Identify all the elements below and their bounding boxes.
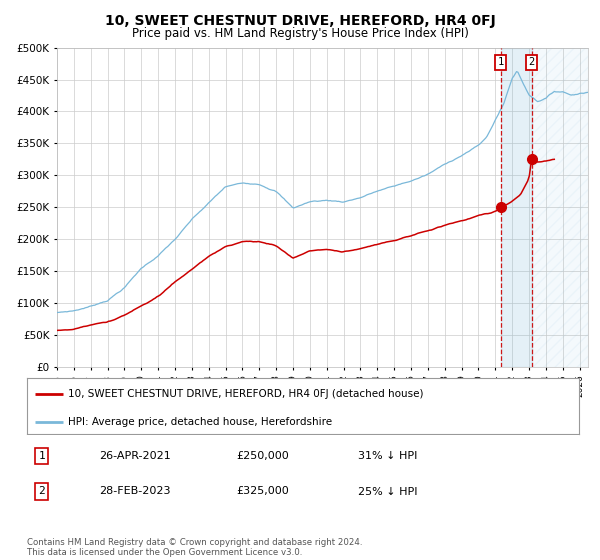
Bar xyxy=(500,48,532,367)
Text: 2: 2 xyxy=(529,57,535,67)
Text: Price paid vs. HM Land Registry's House Price Index (HPI): Price paid vs. HM Land Registry's House … xyxy=(131,27,469,40)
Text: 1: 1 xyxy=(38,451,45,461)
Text: 2: 2 xyxy=(38,487,45,497)
Bar xyxy=(532,48,588,367)
Text: 31% ↓ HPI: 31% ↓ HPI xyxy=(358,451,418,461)
Text: 28-FEB-2023: 28-FEB-2023 xyxy=(99,487,170,497)
Text: 25% ↓ HPI: 25% ↓ HPI xyxy=(358,487,418,497)
Text: £250,000: £250,000 xyxy=(237,451,290,461)
Text: 26-APR-2021: 26-APR-2021 xyxy=(99,451,170,461)
Text: HPI: Average price, detached house, Herefordshire: HPI: Average price, detached house, Here… xyxy=(68,417,332,427)
Text: 1: 1 xyxy=(497,57,504,67)
Text: 10, SWEET CHESTNUT DRIVE, HEREFORD, HR4 0FJ (detached house): 10, SWEET CHESTNUT DRIVE, HEREFORD, HR4 … xyxy=(68,389,424,399)
Text: 10, SWEET CHESTNUT DRIVE, HEREFORD, HR4 0FJ: 10, SWEET CHESTNUT DRIVE, HEREFORD, HR4 … xyxy=(104,14,496,28)
Text: Contains HM Land Registry data © Crown copyright and database right 2024.
This d: Contains HM Land Registry data © Crown c… xyxy=(27,538,362,557)
Text: £325,000: £325,000 xyxy=(237,487,290,497)
